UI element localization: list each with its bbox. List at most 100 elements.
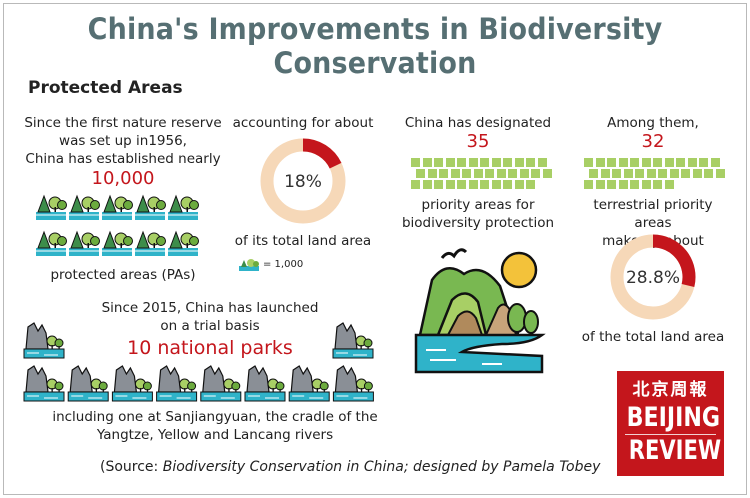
parks-intro: Since 2015, China has launched on a tria… bbox=[80, 299, 340, 335]
priority-area-tile bbox=[653, 180, 662, 189]
protected-area-icon bbox=[102, 230, 133, 256]
priority-area-tile bbox=[468, 158, 478, 167]
priority-area-tile bbox=[457, 158, 466, 167]
priority-area-tile bbox=[434, 180, 443, 189]
priority-area-tile bbox=[710, 158, 720, 167]
national-park-icon bbox=[288, 365, 330, 402]
priority-area-tile bbox=[491, 158, 501, 167]
national-park-icon bbox=[156, 365, 198, 402]
logo-divider bbox=[625, 434, 716, 435]
priority-area-tile bbox=[630, 158, 639, 167]
priority-area-tile bbox=[618, 158, 628, 167]
priority-area-tile bbox=[589, 169, 598, 178]
priority-area-tile bbox=[514, 180, 524, 189]
source-note: (Source: Biodiversity Conservation in Ch… bbox=[100, 459, 610, 475]
priority-area-tile bbox=[439, 169, 448, 178]
priority-area-tile bbox=[473, 169, 483, 178]
priority-area-tile bbox=[491, 180, 501, 189]
protected-area-icon bbox=[135, 194, 166, 220]
priority-area-tile bbox=[434, 158, 443, 167]
priority-area-tile bbox=[635, 169, 644, 178]
priority-area-tile bbox=[595, 158, 605, 167]
reserve-caption: protected areas (PAs) bbox=[50, 267, 196, 283]
priority-area-tile bbox=[422, 180, 432, 189]
logo-line1: BEIJING bbox=[626, 402, 721, 433]
land-share-caption: of its total land area bbox=[234, 233, 372, 249]
priority-area-tile bbox=[584, 180, 593, 189]
priority-area-tile bbox=[514, 158, 524, 167]
parks-count: 10 national parks bbox=[127, 337, 293, 359]
source-prefix: (Source: bbox=[100, 459, 163, 475]
beijing-review-logo: 北京周報 BEIJING REVIEW bbox=[617, 371, 724, 476]
priority-area-tile bbox=[584, 158, 593, 167]
priority-area-tile bbox=[416, 169, 425, 178]
priority-area-tile bbox=[595, 180, 605, 189]
priority-area-tile bbox=[715, 169, 725, 178]
land-share-intro: accounting for about bbox=[232, 115, 374, 131]
reserve-intro-line: Since the first nature reserve bbox=[24, 115, 222, 131]
priority-area-tile bbox=[462, 169, 471, 178]
priority-area-tile bbox=[618, 180, 628, 189]
priority-area-tile bbox=[542, 169, 552, 178]
priority-area-tile bbox=[503, 180, 512, 189]
protected-area-icon bbox=[36, 230, 67, 256]
priority-area-tile bbox=[457, 180, 466, 189]
priority-area-tile bbox=[537, 158, 547, 167]
priority-caption-line: priority areas for bbox=[421, 197, 535, 213]
terrestrial-donut bbox=[610, 234, 696, 320]
terrestrial-tile-grid bbox=[584, 158, 725, 192]
priority-caption: priority areas for biodiversity protecti… bbox=[398, 196, 558, 232]
priority-area-tile bbox=[607, 158, 616, 167]
terrestrial-footer: of the total land area bbox=[581, 329, 725, 345]
national-park-icon bbox=[332, 365, 374, 402]
priority-area-tile bbox=[468, 180, 478, 189]
protected-area-icon bbox=[69, 194, 100, 220]
priority-area-tile bbox=[676, 158, 685, 167]
reserve-count: 10,000 bbox=[91, 168, 155, 189]
land-share-percent: 18% bbox=[284, 172, 322, 192]
priority-area-tile bbox=[681, 169, 690, 178]
priority-area-tile bbox=[641, 180, 651, 189]
priority-area-tile bbox=[411, 180, 420, 189]
parks-caption-line: Yangtze, Yellow and Lancang rivers bbox=[96, 427, 334, 443]
logo-chinese: 北京周報 bbox=[632, 380, 709, 400]
parks-intro-line: Since 2015, China has launched bbox=[101, 300, 319, 316]
reserve-intro-line: China has established nearly bbox=[25, 151, 221, 167]
priority-area-tile bbox=[480, 158, 489, 167]
priority-intro: China has designated bbox=[404, 115, 552, 131]
national-park-icon bbox=[111, 365, 153, 402]
priority-area-tile bbox=[422, 158, 432, 167]
national-park-icon bbox=[200, 365, 242, 402]
parks-caption-line: including one at Sanjiangyuan, the cradl… bbox=[52, 409, 378, 425]
priority-area-tile bbox=[664, 180, 674, 189]
priority-area-tile bbox=[600, 169, 610, 178]
priority-area-tile bbox=[612, 169, 621, 178]
priority-caption-line: biodiversity protection bbox=[401, 215, 555, 231]
national-park-icon bbox=[23, 322, 65, 359]
priority-area-tile bbox=[526, 180, 535, 189]
terrestrial-intro: Among them, bbox=[607, 115, 699, 131]
priority-area-tile bbox=[641, 158, 651, 167]
mountain-landscape-illustration bbox=[414, 248, 546, 374]
priority-area-tile bbox=[450, 169, 460, 178]
parks-caption: including one at Sanjiangyuan, the cradl… bbox=[30, 408, 400, 444]
national-park-icon bbox=[23, 365, 65, 402]
donut-value-arc bbox=[652, 234, 696, 288]
pa-legend-icon bbox=[239, 259, 259, 271]
priority-area-tile bbox=[496, 169, 506, 178]
page-title: China's Improvements in Biodiversity Con… bbox=[87, 12, 663, 80]
priority-area-tile bbox=[411, 158, 420, 167]
priority-area-tile bbox=[526, 158, 535, 167]
priority-tile-grid bbox=[411, 158, 552, 192]
land-share-donut bbox=[260, 138, 346, 224]
national-park-icon bbox=[67, 365, 109, 402]
protected-area-icon bbox=[168, 230, 199, 256]
donut-value-arc bbox=[302, 138, 342, 169]
priority-area-tile bbox=[664, 158, 674, 167]
parks-intro-line: on a trial basis bbox=[160, 318, 260, 334]
priority-area-tile bbox=[646, 169, 656, 178]
protected-area-icon bbox=[135, 230, 166, 256]
pa-legend-text: = 1,000 bbox=[263, 259, 304, 270]
priority-area-tile bbox=[508, 169, 517, 178]
